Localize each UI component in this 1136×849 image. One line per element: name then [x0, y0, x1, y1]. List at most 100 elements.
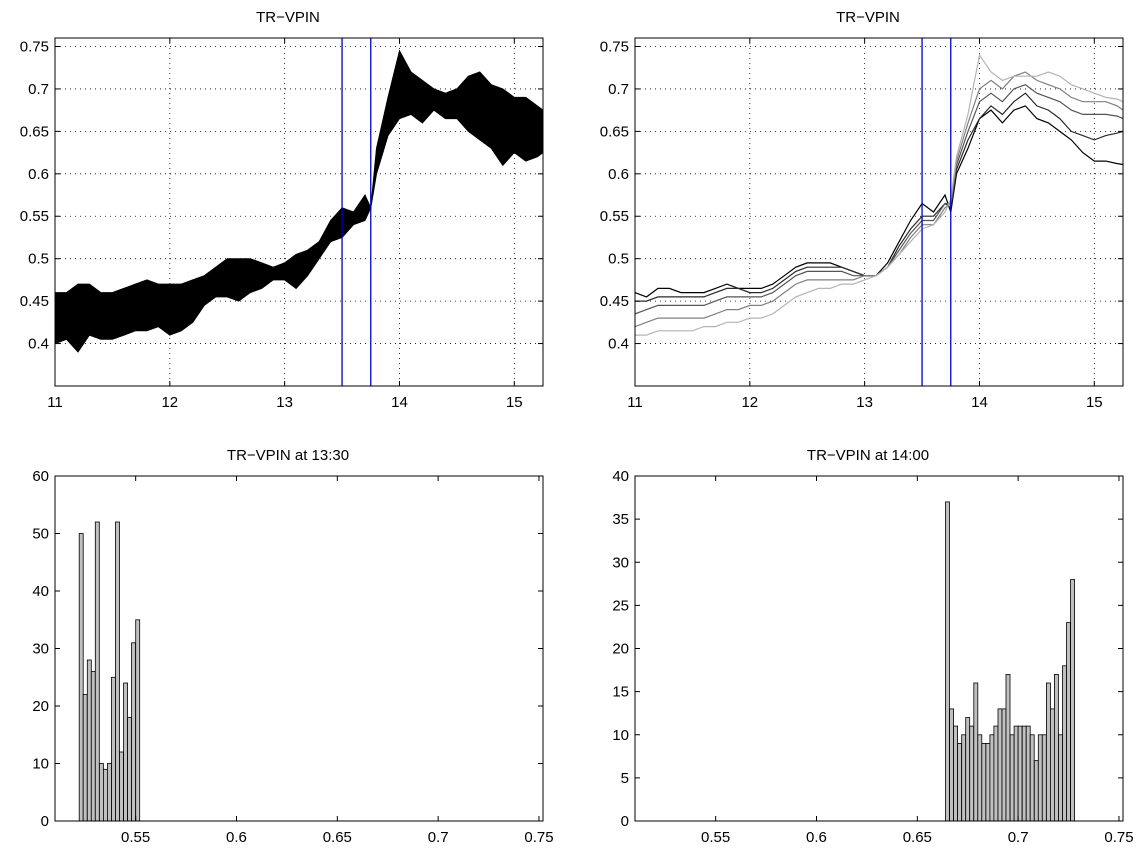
histogram-bar: [945, 501, 950, 822]
x-tick-label: 0.7: [1008, 829, 1029, 846]
histogram-bar: [1066, 622, 1071, 822]
series-line-5: [635, 53, 1124, 336]
histogram-bar: [94, 521, 100, 822]
y-tick-label: 35: [612, 511, 629, 528]
y-tick-label: 0.7: [608, 81, 629, 98]
y-tick-label: 10: [32, 756, 49, 773]
series-line-1: [634, 105, 1124, 298]
histogram-bar: [107, 763, 112, 822]
histogram-bar: [1017, 725, 1023, 822]
x-tick-label: 12: [161, 394, 178, 411]
y-tick-label: 20: [32, 698, 49, 715]
x-tick-label: 12: [741, 394, 758, 411]
y-tick-label: 0.55: [20, 208, 49, 225]
histogram-bar: [953, 725, 958, 822]
x-tick-label: 14: [391, 394, 408, 411]
histogram-bar: [115, 521, 120, 822]
x-tick-label: 0.6: [226, 829, 247, 846]
histogram-bar: [997, 708, 1003, 822]
y-tick-label: 15: [612, 684, 629, 701]
panel-title: TR−VPIN at 13:30: [227, 447, 349, 464]
y-tick-label: 25: [612, 597, 629, 614]
histogram-bar: [123, 682, 128, 822]
y-tick-label: 10: [612, 727, 629, 744]
x-tick-label: 0.55: [701, 829, 730, 846]
y-tick-label: 0.65: [20, 123, 49, 140]
histogram-bar: [993, 725, 999, 822]
panel-band-chart: TR−VPIN 11 12 13 14 15 0.4 0.45 0.5 0.55 0.6 0.65 0…: [20, 9, 544, 411]
x-tick-label: 0.7: [428, 829, 449, 846]
x-tick-label: 0.75: [524, 829, 553, 846]
histogram-bar: [1054, 674, 1059, 822]
histogram-bar: [1058, 734, 1063, 822]
histogram-bar: [127, 717, 132, 822]
y-tick-label: 0.5: [608, 251, 629, 268]
x-tick-label: 0.6: [806, 829, 827, 846]
panel-line-chart: TR−VPIN 11 12 13 14 15 0.4 0.45 0.5 0.55 0.6 0.65 0…: [600, 9, 1124, 411]
histogram-bar: [1005, 674, 1011, 822]
y-tick-label: 0.5: [28, 251, 49, 268]
y-tick-label: 60: [32, 468, 49, 485]
histogram-bar: [1009, 734, 1015, 822]
histogram-bar: [1050, 708, 1055, 822]
vpin-band-area: [54, 49, 544, 353]
histogram-bar: [82, 694, 88, 822]
y-tick-label: 0.6: [608, 166, 629, 183]
x-tick-label: 11: [47, 394, 63, 411]
histogram-bar: [949, 708, 954, 822]
histogram-bar: [1062, 665, 1067, 822]
x-tick-label: 13: [276, 394, 293, 411]
y-tick-label: 0.45: [600, 293, 629, 310]
axes-frame: [634, 37, 1124, 387]
y-tick-label: 5: [621, 770, 629, 787]
y-tick-label: 20: [612, 641, 629, 658]
histogram-bar: [99, 763, 104, 822]
series-line-3: [634, 84, 1124, 315]
histogram-bar: [86, 659, 92, 822]
y-tick-label: 40: [612, 468, 629, 485]
histogram-bar: [1046, 682, 1051, 822]
y-tick-label: 0: [621, 813, 629, 830]
panel-histogram-1400: TR−VPIN at 14:00 0.55 0.6 0.65 0.7 0.75 0 5 10 1…: [612, 447, 1133, 846]
x-tick-label: 13: [856, 394, 873, 411]
histogram-bar: [981, 743, 987, 822]
y-tick-label: 0.7: [28, 81, 49, 98]
y-tick-label: 0.75: [20, 38, 49, 55]
histogram-bar: [1029, 734, 1035, 822]
x-tick-label: 0.75: [1104, 829, 1133, 846]
histogram-bar: [1037, 734, 1043, 822]
histogram-bar: [969, 725, 975, 822]
series-line-4: [634, 71, 1124, 328]
histogram-bar: [1041, 734, 1047, 822]
histogram-bar: [957, 743, 962, 822]
x-tick-label: 0.65: [323, 829, 352, 846]
histogram-bar: [977, 734, 983, 822]
histogram-bar: [1025, 725, 1031, 822]
panel-title: TR−VPIN: [256, 9, 320, 26]
histogram-bar: [119, 751, 124, 822]
x-tick-label: 15: [506, 394, 523, 411]
y-tick-label: 0.65: [600, 123, 629, 140]
histogram-bar: [111, 676, 116, 822]
axes-frame: [54, 37, 544, 387]
histogram-bar: [1021, 725, 1027, 822]
y-tick-label: 0.45: [20, 293, 49, 310]
y-tick-label: 30: [612, 554, 629, 571]
y-tick-label: 0.4: [28, 336, 49, 353]
histogram-bar: [1070, 579, 1075, 822]
y-tick-label: 50: [32, 526, 49, 543]
x-tick-label: 0.55: [121, 829, 150, 846]
histogram-bar: [973, 682, 979, 822]
histogram-bar: [90, 671, 96, 822]
histogram-bar: [985, 743, 991, 822]
histogram-bar: [1001, 708, 1007, 822]
y-tick-label: 40: [32, 583, 49, 600]
y-tick-label: 30: [32, 641, 49, 658]
panel-title: TR−VPIN: [836, 9, 900, 26]
y-tick-label: 0: [41, 813, 49, 830]
histogram-bar: [1033, 760, 1039, 822]
histogram-bar: [961, 734, 967, 822]
x-tick-label: 15: [1086, 394, 1103, 411]
y-tick-label: 0.75: [600, 38, 629, 55]
